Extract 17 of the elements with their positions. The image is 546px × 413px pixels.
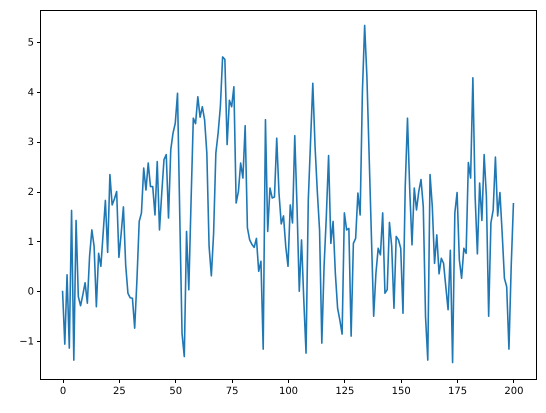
y-tick-label: 0 [28,286,34,298]
x-tick-label: 75 [226,386,239,397]
x-tick-label: 25 [113,386,126,397]
y-tick-label: 1 [28,236,34,248]
y-tick-label: 4 [28,87,34,98]
x-tick-label: 125 [335,386,354,397]
x-tick-label: 200 [504,386,524,397]
x-tick-label: 175 [448,386,468,397]
y-tick-label: −1 [19,336,34,348]
y-tick-label: 2 [28,187,34,198]
y-tick-label: 5 [28,37,34,48]
x-tick-label: 50 [169,386,182,397]
y-tick-label: 3 [28,137,34,148]
x-tick-label: 150 [392,386,411,397]
x-tick-label: 100 [278,386,298,397]
line-series [62,24,514,364]
x-tick-label: 0 [60,386,66,397]
